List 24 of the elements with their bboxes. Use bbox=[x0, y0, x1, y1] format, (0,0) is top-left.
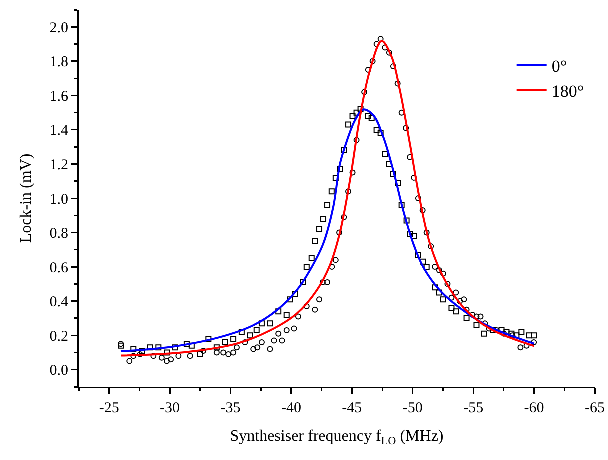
y-axis-title: Lock-in (mV) bbox=[18, 154, 35, 244]
x-tick-label: -40 bbox=[281, 400, 302, 416]
x-tick-label: -60 bbox=[524, 400, 544, 416]
y-tick-label: 0.2 bbox=[50, 328, 68, 345]
y-tick-label: 1.2 bbox=[50, 157, 68, 174]
x-tick-label: -55 bbox=[464, 400, 484, 416]
x-axis-title: Synthesiser frequency f$_{LO}$ (MHz) bbox=[230, 428, 444, 448]
y-tick-label: 1.0 bbox=[50, 192, 68, 208]
x-tick-label: -30 bbox=[160, 400, 180, 416]
y-tick-label: 1.8 bbox=[50, 54, 68, 71]
x-tick-label: -45 bbox=[342, 400, 362, 416]
y-tick-label: 2.0 bbox=[50, 20, 68, 36]
y-tick-label: 1.6 bbox=[50, 88, 69, 105]
legend-label: 0° bbox=[552, 56, 568, 76]
y-tick-label: 0.8 bbox=[50, 226, 68, 242]
y-tick-label: 1.4 bbox=[50, 123, 69, 140]
y-tick-label: 0.0 bbox=[50, 363, 68, 380]
x-tick-label: -35 bbox=[220, 400, 241, 416]
x-tick-label: -50 bbox=[402, 400, 423, 416]
x-tick-label: -25 bbox=[99, 400, 120, 416]
x-tick-label: -65 bbox=[585, 400, 605, 416]
legend-label: 180° bbox=[552, 82, 584, 101]
y-tick-label: 0.6 bbox=[50, 260, 69, 276]
y-tick-label: 0.4 bbox=[50, 294, 69, 311]
